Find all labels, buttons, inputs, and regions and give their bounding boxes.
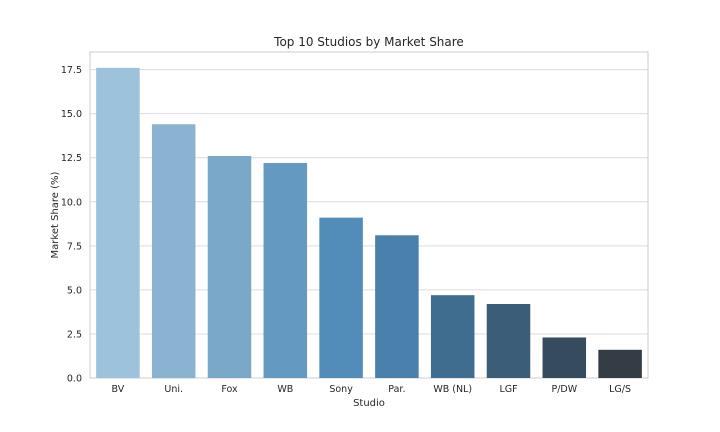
bar-bv [96, 67, 140, 378]
y-tick-labels: 0.0 2.5 5.0 7.5 10.0 12.5 15.0 17.5 [61, 65, 82, 384]
bar-uni [151, 124, 196, 378]
y-tick-label: 10.0 [61, 197, 82, 208]
x-axis-label: Studio [353, 398, 385, 409]
y-tick-label: 15.0 [61, 109, 82, 120]
bar-fox [207, 155, 252, 378]
y-tick-label: 2.5 [67, 329, 82, 340]
bar-wb [263, 163, 308, 378]
plot-area-frame [89, 51, 649, 379]
x-tick-label: Par. [388, 384, 405, 395]
x-tick-labels: BV Uni. Fox WB Sony Par. WB (NL) LGF P/DW LG/S [112, 384, 632, 395]
x-tick-label: Fox [221, 384, 238, 395]
x-tick-label: Sony [329, 384, 353, 395]
y-tick-label: 7.5 [67, 241, 82, 252]
y-tick-label: 5.0 [67, 285, 82, 296]
y-tick-label: 17.5 [61, 65, 82, 76]
chart-title: Top 10 Studios by Market Share [273, 35, 464, 49]
bar-lg-s [598, 349, 642, 378]
x-tick-label: Uni. [164, 384, 183, 395]
bar-sony [319, 217, 363, 378]
x-tick-label: WB [277, 384, 293, 395]
x-tick-label: LGF [499, 384, 517, 395]
x-tick-label: WB (NL) [433, 384, 472, 395]
x-tick-label: P/DW [551, 384, 577, 395]
x-tick-label: BV [112, 384, 125, 395]
y-tick-label: 12.5 [61, 153, 82, 164]
x-tick-label: LG/S [609, 384, 631, 395]
bar-par [375, 235, 419, 378]
bar-p-dw [542, 337, 587, 378]
bars [96, 67, 642, 378]
bar-wb-nl [430, 295, 475, 378]
y-axis-label: Market Share (%) [50, 171, 61, 258]
y-tick-label: 0.0 [67, 374, 82, 385]
bar-lgf [486, 303, 531, 378]
